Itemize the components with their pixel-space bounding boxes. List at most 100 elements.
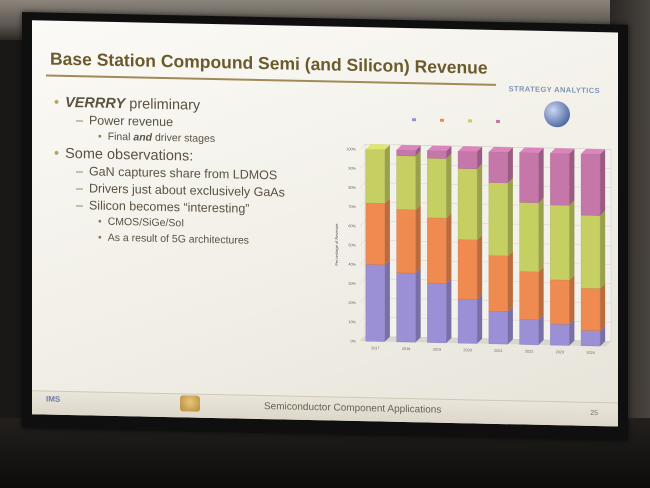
- y-tick-label: 100%: [346, 147, 356, 151]
- bar-segment: [580, 330, 601, 347]
- bar-segment: [488, 310, 509, 345]
- bullet-text: As a result of 5G architectures: [107, 231, 249, 247]
- bullet-level-3: • As a result of 5G architectures: [98, 232, 354, 249]
- bar-segment-side: [600, 283, 606, 331]
- gridline-depth: [359, 220, 366, 227]
- bar-segment-side: [384, 259, 390, 342]
- bar-segment: [396, 272, 416, 343]
- x-tick-label: 2019: [433, 348, 441, 352]
- bar-segment-side: [477, 146, 483, 169]
- bar-segment-side: [600, 325, 606, 347]
- bar-segment: [488, 151, 509, 184]
- bar-segment: [488, 182, 509, 257]
- bullet-level-3: • CMOS/SiGe/SoI: [98, 216, 354, 233]
- bar-top-face: [365, 144, 390, 150]
- bullet-level-3: • Final and driver stages: [98, 131, 354, 148]
- bullet-marker: •: [98, 231, 102, 244]
- bar-segment: [457, 298, 478, 344]
- gridline-depth: [359, 316, 366, 323]
- gridline-depth: [359, 259, 366, 265]
- bar-segment: [457, 239, 478, 300]
- legend-swatch: [440, 118, 444, 122]
- y-tick-label: 60%: [348, 224, 356, 228]
- gridline-depth: [359, 182, 366, 188]
- y-axis-label: Percentage of Revenue: [334, 223, 339, 266]
- bar-segment: [365, 149, 386, 204]
- bar-segment: [488, 255, 509, 312]
- bar-segment-side: [415, 204, 421, 274]
- bullet-text: driver stages: [152, 131, 216, 146]
- bar-segment: [519, 202, 539, 273]
- y-tick-label: 20%: [348, 301, 356, 305]
- gridline-depth: [359, 144, 366, 150]
- x-tick-label: 2018: [402, 347, 410, 351]
- bullet-marker: •: [54, 145, 60, 162]
- x-tick-label: 2017: [371, 346, 379, 350]
- legend-swatch: [496, 119, 500, 124]
- bar-segment: [550, 152, 570, 206]
- presentation-slide: Base Station Compound Semi (and Silicon)…: [32, 20, 618, 427]
- bar-segment: [519, 152, 539, 203]
- bar-segment: [365, 264, 386, 342]
- bar-segment: [519, 319, 539, 345]
- bullet-marker: •: [98, 215, 102, 228]
- bullet-marker: –: [76, 181, 83, 196]
- bar-segment: [519, 271, 539, 321]
- bar-segment: [427, 217, 447, 284]
- bar-segment-side: [538, 266, 544, 320]
- x-tick-label: 2020: [463, 348, 471, 352]
- gridline-depth: [359, 201, 366, 207]
- bar-top-face: [488, 146, 513, 153]
- chart-svg: 0% 10% 20% 30% 40% 50% 60% 70% 80% 90% 100% Percent…: [334, 118, 612, 355]
- bar-segment-side: [538, 197, 544, 272]
- bar-segment: [550, 204, 570, 281]
- projection-screen: Base Station Compound Semi (and Silicon)…: [22, 12, 628, 441]
- bar-segment: [396, 149, 416, 157]
- bullet-list: • VERRRY preliminary – Power revenue • Final …: [54, 95, 354, 253]
- bar-segment-side: [600, 149, 606, 216]
- bar-segment: [580, 287, 601, 331]
- bar-segment: [580, 214, 601, 289]
- gridline-depth: [359, 297, 366, 303]
- y-tick-label: 90%: [348, 167, 356, 171]
- bar-segment-side: [569, 319, 575, 346]
- bullet-emphasis: VERRRY: [65, 94, 126, 113]
- bullet-marker: •: [54, 94, 60, 111]
- bullet-text: Some observations:: [65, 145, 194, 165]
- y-tick-label: 70%: [348, 205, 356, 209]
- bar-segment: [457, 168, 478, 241]
- bar-segment: [580, 153, 601, 216]
- y-tick-label: 40%: [348, 263, 356, 267]
- bar-segment: [427, 158, 447, 219]
- bullet-level-2: – Drivers just about exclusively GaAs: [76, 181, 354, 201]
- y-tick-label: 10%: [348, 320, 356, 324]
- bar-segment-side: [538, 147, 544, 203]
- y-tick-label: 0%: [351, 339, 357, 343]
- bullet-text: Final: [107, 130, 134, 144]
- bar-segment-side: [507, 306, 513, 345]
- bar-segment-side: [446, 153, 452, 219]
- x-tick-label: 2023: [556, 350, 564, 354]
- bar-top-face: [519, 147, 544, 153]
- bullet-level-2: – Silicon becomes “interesting”: [76, 198, 354, 218]
- bar-segment-side: [538, 314, 544, 345]
- bar-segment: [365, 202, 386, 265]
- bar-segment: [427, 150, 447, 159]
- bar-top-face: [396, 144, 421, 151]
- bar-top-face: [427, 145, 452, 151]
- gridline-depth: [359, 278, 366, 284]
- bar-segment-side: [569, 275, 575, 325]
- bar-top-face: [581, 148, 606, 155]
- x-tick-label: 2022: [525, 350, 533, 354]
- bar-segment-side: [507, 250, 513, 312]
- bullet-text: CMOS/SiGe/SoI: [107, 215, 185, 230]
- bar-segment-side: [415, 151, 421, 210]
- bar-segment-side: [569, 148, 575, 206]
- stacked-bar-chart: 0% 10% 20% 30% 40% 50% 60% 70% 80% 90% 100% Percent…: [322, 110, 618, 366]
- bullet-text: GaN captures share from LDMOS: [88, 164, 278, 183]
- bar-segment-side: [507, 178, 513, 256]
- bullet-text: Power revenue: [88, 113, 174, 130]
- x-tick-label: 2024: [586, 351, 594, 355]
- page-number: 25: [590, 409, 598, 418]
- bar-segment: [550, 279, 570, 325]
